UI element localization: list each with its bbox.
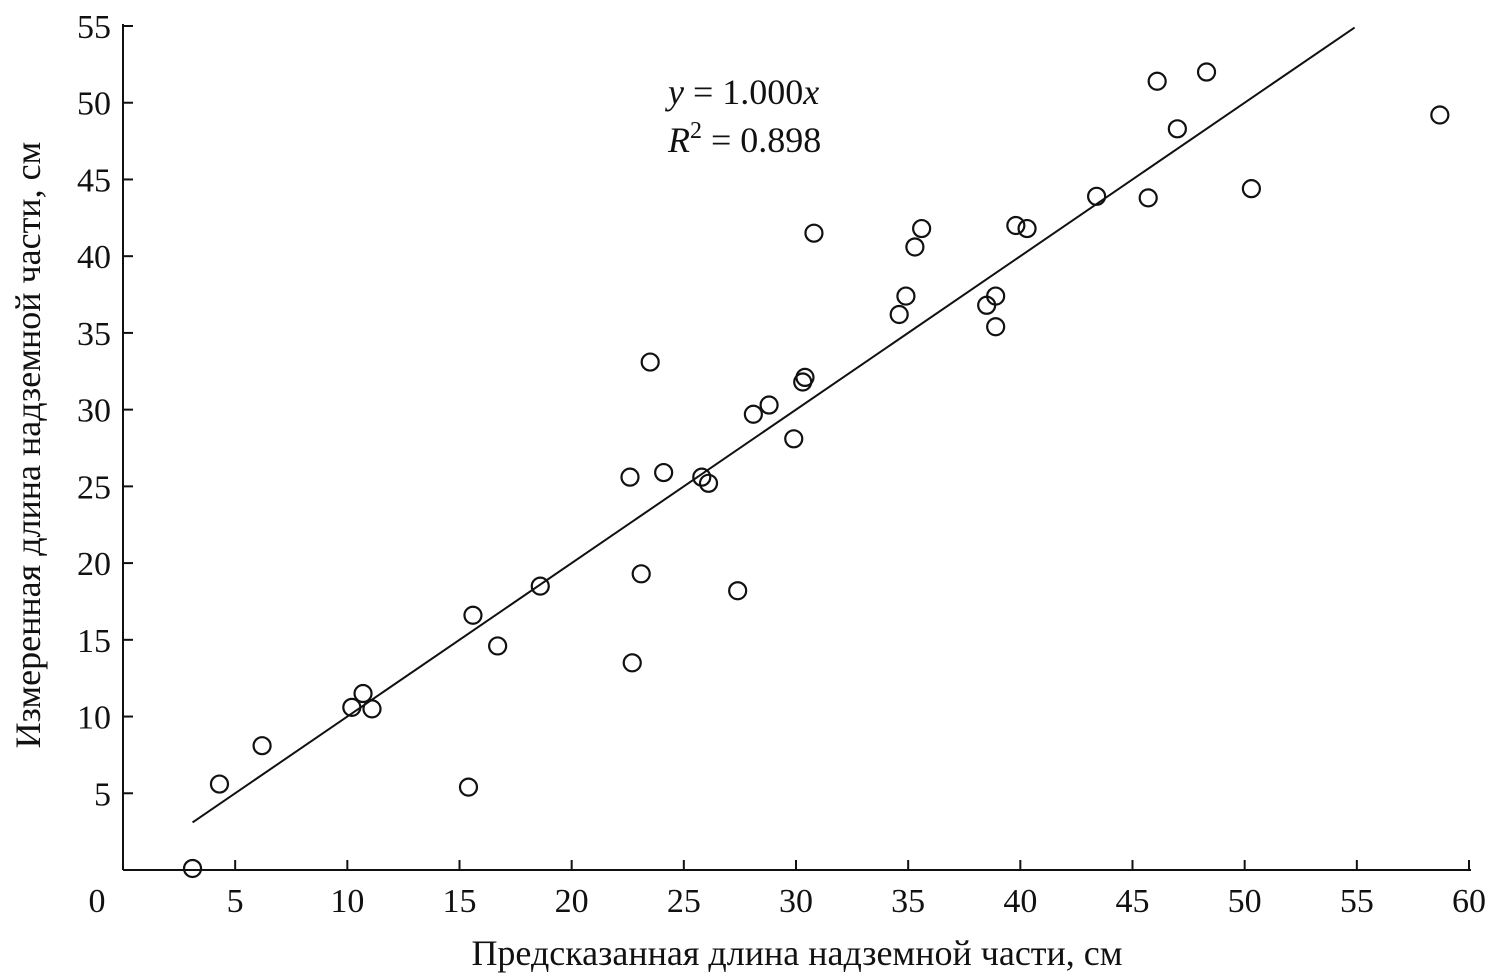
data-point: [182, 858, 203, 879]
y-tick-label: 20: [77, 546, 111, 583]
trend-line: [191, 26, 1356, 824]
data-point: [743, 404, 763, 424]
data-point: [1006, 215, 1026, 236]
data-point: [759, 395, 779, 415]
data-point: [463, 605, 483, 625]
regression-annotation: y = 1.000x R2 = 0.898: [665, 72, 821, 160]
data-point: [458, 777, 479, 797]
data-point: [530, 576, 550, 596]
data-point: [698, 473, 719, 493]
x-axis-title: Предсказанная длина надземной части, см: [471, 933, 1122, 973]
x-tick-label: 60: [1452, 883, 1486, 920]
data-point: [986, 286, 1006, 306]
data-point: [1241, 179, 1261, 199]
data-point: [1196, 62, 1217, 82]
x-tick-label: 50: [1228, 883, 1262, 920]
equation-x-var: x: [802, 72, 819, 112]
data-point: [1147, 71, 1167, 91]
x-tick-label: 45: [1116, 883, 1150, 920]
x-tick-label: 25: [667, 883, 701, 920]
r-squared-value: = 0.898: [702, 120, 821, 160]
y-tick-label: 35: [77, 316, 111, 353]
x-tick-label: 40: [1003, 883, 1037, 920]
regression-equation: y = 1.000x: [665, 72, 819, 112]
y-tick-label: 55: [77, 9, 111, 46]
x-tick-label: 5: [227, 883, 244, 920]
x-tick-label: 30: [779, 883, 813, 920]
data-point: [342, 697, 362, 717]
data-point: [209, 774, 230, 794]
data-point: [692, 467, 712, 487]
y-ticks: 5 10 15 20 25 30 35 40 45 50 55: [77, 9, 133, 813]
data-point: [622, 653, 642, 673]
x-tick-label: 10: [330, 883, 364, 920]
data-point: [1167, 119, 1187, 139]
data-point: [784, 429, 804, 449]
x-tick-label: 35: [891, 883, 925, 920]
x-tick-label: 55: [1340, 883, 1374, 920]
data-point: [654, 462, 674, 483]
r-squared: R2 = 0.898: [667, 118, 821, 160]
x-tick-label: 0: [89, 883, 106, 920]
data-point: [1087, 186, 1107, 206]
x-ticks: 0 5 10 15 20 25 30 35 40 45 50 55 60: [89, 860, 1486, 920]
y-tick-label: 50: [77, 86, 111, 123]
data-point: [620, 467, 640, 487]
data-point: [889, 304, 909, 325]
data-point: [362, 699, 382, 719]
data-point: [896, 286, 916, 306]
data-point: [488, 636, 508, 656]
data-point: [631, 564, 651, 584]
data-point: [640, 352, 660, 372]
data-point: [986, 317, 1006, 337]
x-tick-label: 20: [555, 883, 589, 920]
data-point: [1017, 218, 1037, 239]
data-point: [1138, 188, 1158, 208]
data-point: [728, 581, 748, 601]
r-sup: 2: [690, 118, 702, 144]
y-tick-label: 45: [77, 162, 111, 199]
data-point: [252, 736, 272, 756]
y-tick-label: 25: [77, 469, 111, 506]
y-tick-label: 30: [77, 393, 111, 430]
data-point: [912, 218, 932, 239]
data-point: [353, 683, 373, 704]
equation-y-var: y: [665, 72, 684, 112]
y-tick-label: 15: [77, 623, 111, 660]
data-points: [182, 62, 1450, 879]
data-point: [795, 367, 815, 388]
y-tick-label: 40: [77, 239, 111, 276]
y-tick-label: 10: [77, 700, 111, 737]
data-point: [804, 223, 824, 243]
y-axis-title: Измеренная длина надземной части, см: [8, 142, 48, 749]
equation-rest: = 1.000: [684, 72, 803, 112]
r-var: R: [667, 120, 690, 160]
y-tick-label: 5: [94, 776, 111, 813]
data-point: [905, 237, 925, 257]
x-tick-label: 15: [443, 883, 477, 920]
data-point: [1430, 105, 1450, 125]
